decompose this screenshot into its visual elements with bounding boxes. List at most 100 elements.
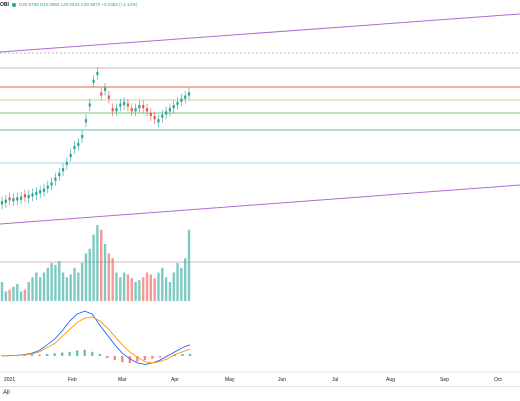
candle-body — [27, 194, 30, 199]
candle-body — [134, 108, 137, 112]
macd-histogram-bar — [128, 356, 132, 363]
volume-bar — [38, 277, 42, 301]
chart-svg[interactable]: 2021 Feb Mar Apr May Jun Jul Aug Sep Oct — [0, 0, 520, 386]
candle-body — [165, 111, 168, 115]
candle-body — [126, 103, 130, 107]
volume-bar — [35, 272, 38, 301]
volume-bar — [84, 253, 88, 301]
volume-bar — [8, 289, 11, 301]
macd-histogram-bar — [106, 356, 109, 359]
upper-channel-line — [0, 13, 520, 53]
volume-bar — [77, 272, 80, 301]
candle-body — [130, 108, 133, 112]
bottom-toolbar: All — [0, 386, 520, 401]
candle-body — [103, 87, 107, 91]
macd-histogram-bar — [83, 349, 86, 356]
macd-histogram-bar — [91, 351, 94, 356]
candle-body — [145, 108, 149, 112]
candle-body — [149, 112, 152, 117]
volume-bar — [92, 234, 95, 301]
volume-bar — [27, 282, 30, 301]
candle-body — [39, 190, 42, 194]
volume-bar — [69, 274, 72, 301]
range-all-button[interactable]: All — [3, 390, 10, 396]
volume-bar — [176, 263, 179, 301]
volume-bar — [122, 272, 126, 301]
candle-body — [100, 92, 103, 96]
macd-histogram-bar — [188, 353, 192, 356]
candle-body — [157, 119, 160, 123]
candle-body — [138, 105, 141, 109]
macd-histogram-bar — [68, 351, 71, 356]
macd-histogram-bar — [76, 350, 79, 356]
volume-bar — [138, 280, 141, 301]
volume-bar — [31, 277, 34, 301]
x-tick-label: Oct — [494, 377, 502, 383]
candle-body — [23, 194, 26, 198]
volume-bar — [103, 244, 107, 301]
volume-bar — [157, 272, 160, 301]
volume-bar — [126, 274, 130, 301]
volume-bar — [73, 267, 76, 301]
x-tick-label: 2021 — [4, 377, 15, 383]
candle-body — [19, 196, 23, 200]
volume-bar — [54, 264, 57, 301]
candle-body — [69, 153, 72, 158]
volume-bars — [0, 225, 191, 301]
candle-body — [187, 92, 191, 96]
price-candles — [0, 67, 191, 210]
candle-body — [50, 182, 53, 186]
candle-body — [65, 161, 68, 165]
candle-body — [12, 198, 15, 202]
ohlc-values: O20.6789 H22.0960 L20.0023 C20.8873 +0.2… — [18, 2, 138, 7]
macd-histogram-bar — [38, 354, 41, 356]
x-tick-label: Feb — [68, 377, 77, 383]
macd-histogram-bar — [181, 353, 184, 356]
candle-body — [107, 95, 110, 99]
volume-bar — [187, 229, 191, 301]
candle-body — [115, 108, 118, 112]
macd-histogram-bar — [173, 354, 177, 356]
volume-bar — [183, 258, 187, 301]
x-axis: 2021 Feb Mar Apr May Jun Jul Aug Sep Oct — [0, 371, 520, 383]
lower-channel-line — [0, 184, 520, 225]
macd-histogram-bar — [98, 353, 101, 356]
candle-body — [31, 193, 34, 197]
candle-body — [180, 98, 183, 102]
volume-bar — [58, 261, 61, 301]
candle-body — [42, 188, 46, 192]
volume-bar — [111, 258, 114, 301]
candle-body — [153, 116, 156, 120]
x-tick-label: May — [225, 377, 235, 383]
x-tick-label: Mar — [118, 377, 127, 383]
candle-body — [61, 168, 65, 172]
signal-line — [1, 316, 191, 364]
volume-bar — [142, 277, 145, 301]
volume-bar — [164, 277, 168, 301]
candle-body — [123, 101, 126, 106]
macd-histogram-bar — [53, 353, 56, 356]
volume-bar — [134, 282, 137, 301]
x-tick-label: Apr — [171, 377, 179, 383]
volume-bar — [107, 253, 111, 301]
macd-histogram-bar — [151, 356, 154, 359]
x-tick-label: Sep — [440, 377, 449, 383]
macd-histogram-bar — [143, 356, 147, 361]
candle-body — [84, 119, 88, 123]
volume-bar — [161, 267, 164, 301]
x-tick-label: Jun — [278, 377, 286, 383]
x-tick-label: Jul — [332, 377, 338, 383]
candle-body — [88, 103, 91, 107]
volume-bar — [23, 289, 27, 301]
symbol-label: OBI — [0, 2, 9, 8]
volume-bar — [168, 282, 172, 301]
macd-histogram-bar — [136, 356, 139, 362]
candle-body — [54, 177, 57, 181]
volume-bar — [0, 282, 4, 301]
candle-body — [111, 108, 114, 112]
volume-bar — [61, 272, 65, 301]
volume-bar — [149, 274, 153, 301]
candle-body — [184, 95, 187, 99]
candle-body — [0, 201, 4, 205]
